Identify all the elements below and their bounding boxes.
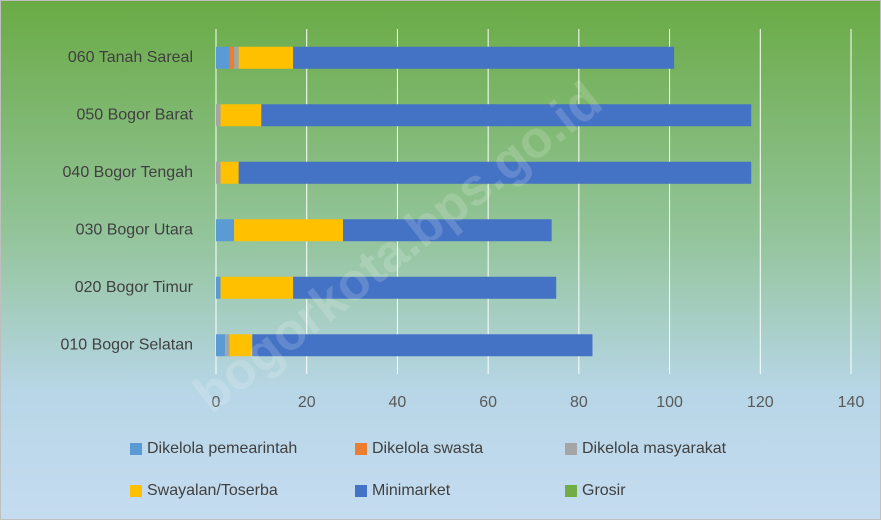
- category-label: 060 Tanah Sareal: [68, 49, 193, 66]
- bar-segment: [234, 219, 343, 242]
- category-label: 020 Bogor Timur: [75, 279, 194, 296]
- x-tick-label: 80: [570, 394, 588, 411]
- bar-segment: [216, 104, 221, 127]
- legend-swatch: [565, 443, 577, 455]
- bar-segment: [238, 46, 294, 69]
- legend-swatch: [130, 443, 142, 455]
- category-label: 010 Bogor Selatan: [60, 336, 193, 353]
- legend-swatch: [130, 485, 142, 497]
- bar-segment: [252, 334, 593, 357]
- x-tick-label: 40: [389, 394, 407, 411]
- bar-segment: [216, 276, 221, 299]
- category-label: 040 Bogor Tengah: [63, 164, 193, 181]
- bar-segment: [229, 46, 235, 69]
- legend-label: Dikelola masyarakat: [582, 440, 727, 457]
- bar-segment: [343, 219, 552, 242]
- bar-segment: [216, 219, 235, 242]
- bar-segment: [238, 161, 752, 184]
- legend-label: Minimarket: [372, 482, 451, 499]
- x-tick-label: 140: [838, 394, 865, 411]
- x-tick-label: 60: [479, 394, 497, 411]
- bar-segment: [234, 46, 239, 69]
- bar-segment: [216, 161, 221, 184]
- legend-label: Dikelola swasta: [372, 440, 483, 457]
- legend-label: Grosir: [582, 482, 626, 499]
- bar-segment: [220, 161, 239, 184]
- x-tick-label: 0: [212, 394, 221, 411]
- bar-segment: [225, 334, 230, 357]
- legend-label: Swayalan/Toserba: [147, 482, 278, 499]
- bar-segment: [220, 276, 294, 299]
- bar-segment: [293, 46, 675, 69]
- legend-swatch: [565, 485, 577, 497]
- legend-label: Dikelola pemearintah: [147, 440, 297, 457]
- bar-segment: [229, 334, 253, 357]
- bar-segment: [216, 334, 226, 357]
- x-tick-label: 120: [747, 394, 774, 411]
- bar-segment: [216, 46, 230, 69]
- x-tick-label: 100: [656, 394, 683, 411]
- bar-segment: [261, 104, 752, 127]
- plot-area: 0 20 40 60 80 100 120 140 060 Tanah Sareal 050 Bo…: [60, 29, 864, 411]
- category-label: 030 Bogor Utara: [76, 221, 194, 238]
- category-label: 050 Bogor Barat: [76, 106, 193, 123]
- legend-swatch: [355, 443, 367, 455]
- bar-segment: [220, 104, 262, 127]
- legend-swatch: [355, 485, 367, 497]
- x-tick-label: 20: [298, 394, 316, 411]
- bar-segment: [293, 276, 557, 299]
